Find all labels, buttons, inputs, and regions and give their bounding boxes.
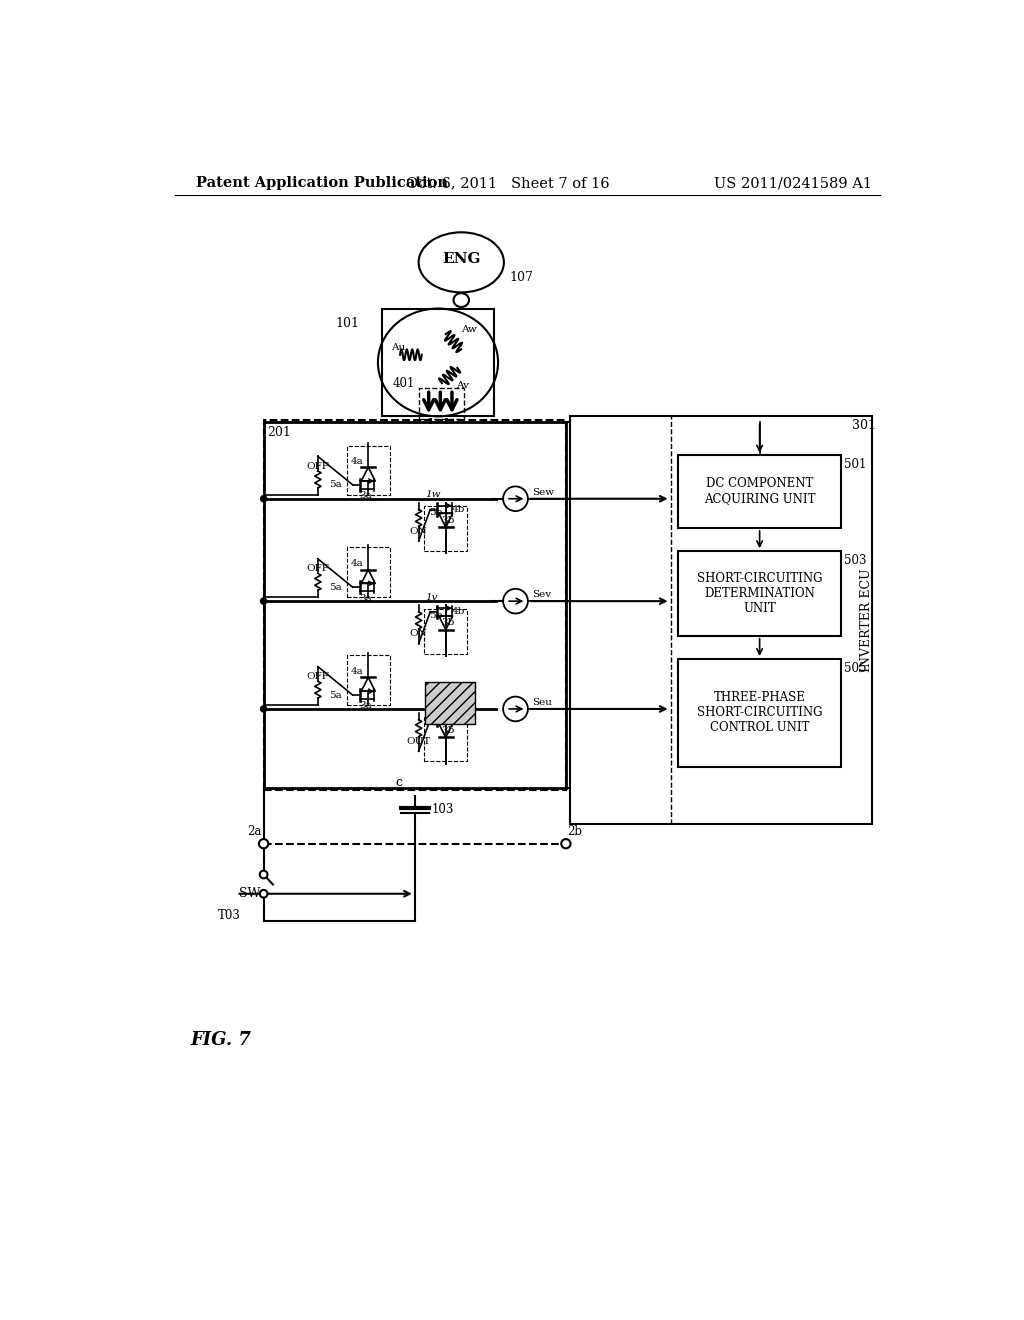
Text: T03: T03 xyxy=(217,908,241,921)
Text: 503: 503 xyxy=(844,554,866,566)
Text: ENG: ENG xyxy=(442,252,480,265)
Text: 4b: 4b xyxy=(452,506,465,513)
Text: 4b: 4b xyxy=(452,715,465,725)
Circle shape xyxy=(260,890,267,898)
Text: 1u: 1u xyxy=(425,701,438,710)
Ellipse shape xyxy=(378,309,498,416)
Circle shape xyxy=(561,840,570,849)
Text: Au: Au xyxy=(391,343,406,351)
Text: ON: ON xyxy=(410,527,427,536)
Text: FIG. 7: FIG. 7 xyxy=(190,1031,251,1049)
Text: INVERTER ECU: INVERTER ECU xyxy=(860,569,873,672)
Text: OFF: OFF xyxy=(306,565,330,573)
Bar xyxy=(424,609,467,653)
Bar xyxy=(569,416,872,825)
Circle shape xyxy=(260,871,267,878)
Text: 107: 107 xyxy=(509,271,534,284)
Circle shape xyxy=(260,495,266,502)
Text: 3a: 3a xyxy=(359,701,373,710)
Bar xyxy=(263,420,566,789)
Text: THREE-PHASE
SHORT-CIRCUITING
CONTROL UNIT: THREE-PHASE SHORT-CIRCUITING CONTROL UNI… xyxy=(697,692,822,734)
Text: Patent Application Publication: Patent Application Publication xyxy=(197,176,449,190)
Bar xyxy=(424,717,467,762)
Text: ON: ON xyxy=(410,630,427,638)
Ellipse shape xyxy=(419,232,504,293)
Text: 4a: 4a xyxy=(350,457,362,466)
Bar xyxy=(346,446,390,495)
Text: 501: 501 xyxy=(844,458,866,471)
Text: 3a: 3a xyxy=(359,594,373,602)
Text: 5b: 5b xyxy=(429,611,442,619)
Bar xyxy=(678,659,841,767)
Circle shape xyxy=(259,840,268,849)
Text: 3b: 3b xyxy=(441,516,455,525)
Text: 3b: 3b xyxy=(441,726,455,735)
Bar xyxy=(424,507,467,552)
Text: 5b: 5b xyxy=(429,718,442,727)
Text: 5a: 5a xyxy=(329,480,341,490)
Text: US 2011/0241589 A1: US 2011/0241589 A1 xyxy=(714,176,872,190)
Text: 2a: 2a xyxy=(247,825,261,838)
Text: 301: 301 xyxy=(852,418,876,432)
Text: SW: SW xyxy=(239,887,260,900)
Text: SHORT-CIRCUITING
DETERMINATION
UNIT: SHORT-CIRCUITING DETERMINATION UNIT xyxy=(697,572,822,615)
Text: DC COMPONENT
ACQUIRING UNIT: DC COMPONENT ACQUIRING UNIT xyxy=(703,478,815,506)
Text: 201: 201 xyxy=(267,426,292,440)
Text: 5b: 5b xyxy=(429,508,442,517)
Bar xyxy=(678,455,841,528)
Text: OFF: OFF xyxy=(306,672,330,681)
Bar xyxy=(425,682,475,725)
Text: OFF: OFF xyxy=(306,462,330,471)
Text: 3a: 3a xyxy=(359,491,373,500)
Text: 101: 101 xyxy=(336,317,359,330)
Text: 3b: 3b xyxy=(441,618,455,627)
Text: 4a: 4a xyxy=(350,558,362,568)
Text: c: c xyxy=(395,776,402,788)
Circle shape xyxy=(260,706,266,711)
Text: 2b: 2b xyxy=(567,825,583,838)
Text: Av: Av xyxy=(457,381,469,389)
Text: OUT: OUT xyxy=(407,737,431,746)
Bar xyxy=(346,548,390,598)
Ellipse shape xyxy=(454,293,469,308)
Text: Aw: Aw xyxy=(461,325,477,334)
Text: 103: 103 xyxy=(432,804,455,816)
Text: Oct. 6, 2011   Sheet 7 of 16: Oct. 6, 2011 Sheet 7 of 16 xyxy=(406,176,609,190)
Text: 5a: 5a xyxy=(329,583,341,591)
Bar xyxy=(382,309,495,416)
Circle shape xyxy=(260,598,266,605)
Text: Sev: Sev xyxy=(532,590,552,599)
Text: 4b: 4b xyxy=(452,607,465,616)
Text: 5a: 5a xyxy=(329,690,341,700)
Text: 505: 505 xyxy=(844,661,866,675)
Text: 4a: 4a xyxy=(350,667,362,676)
Bar xyxy=(678,552,841,636)
Text: 401: 401 xyxy=(392,376,415,389)
Text: 1w: 1w xyxy=(425,491,440,499)
Bar xyxy=(346,655,390,705)
Text: Sew: Sew xyxy=(532,488,555,498)
Bar xyxy=(419,388,464,418)
Text: 1v: 1v xyxy=(425,593,437,602)
Text: Seu: Seu xyxy=(532,698,552,708)
